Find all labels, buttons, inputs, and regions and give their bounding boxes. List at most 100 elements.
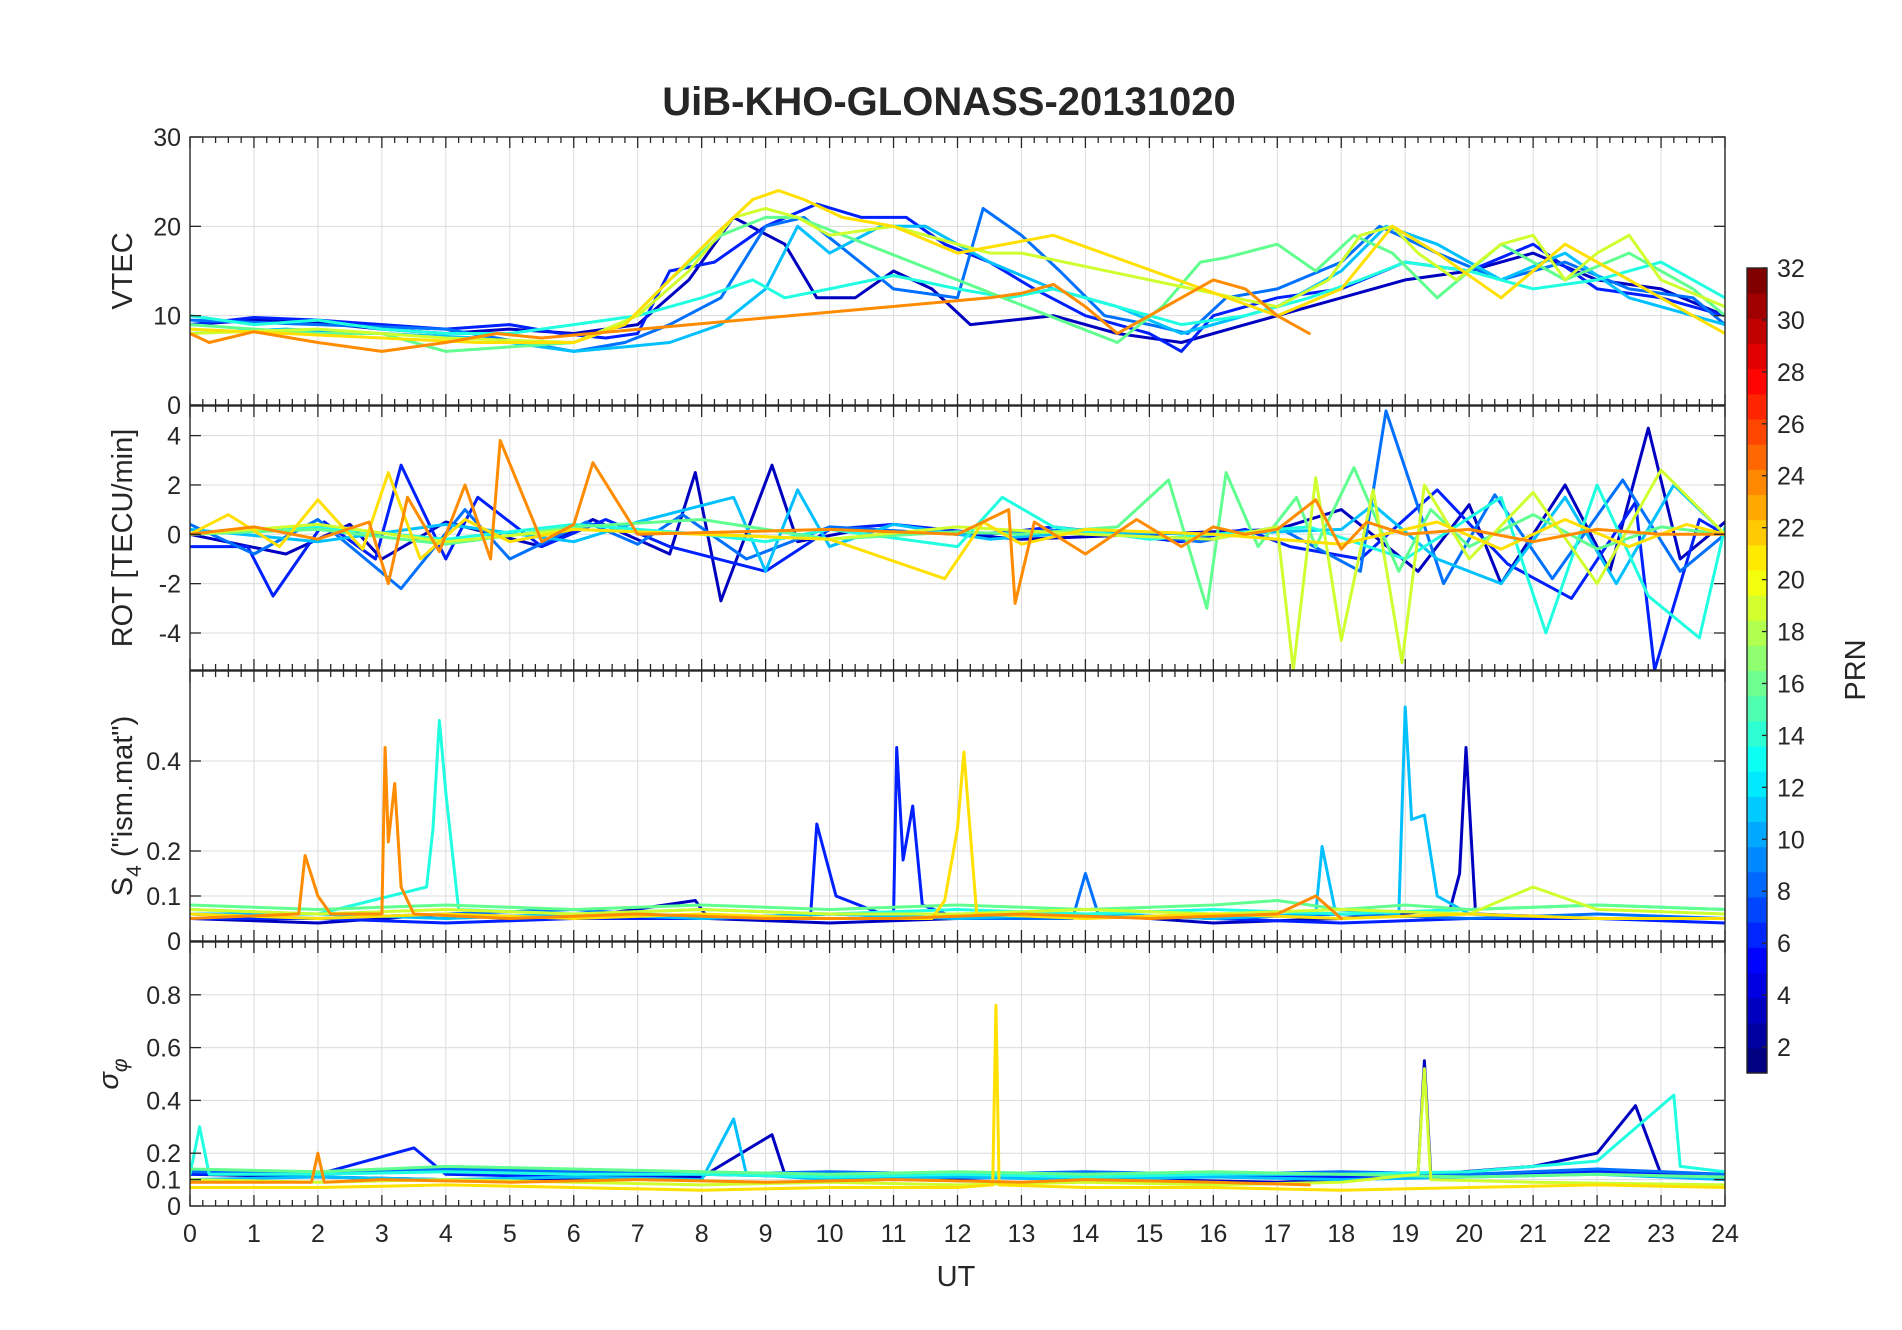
panel-vtec: 0 10 20 30 VTEC	[107, 124, 1726, 420]
series-line-prn-13	[190, 1093, 1725, 1179]
colorbar-segment	[1747, 368, 1767, 395]
colorbar-segment	[1747, 620, 1767, 646]
y-tick-label: 0.1	[146, 883, 181, 911]
x-tick-label: 12	[944, 1220, 972, 1248]
colorbar-segment	[1747, 544, 1767, 571]
y-axis-label: ROT [TECU/min]	[107, 429, 139, 648]
x-tick-label: 9	[759, 1220, 773, 1248]
series-line-prn-24	[190, 746, 1343, 920]
series-line-prn-13	[190, 260, 1725, 335]
colorbar-tick-label: 22	[1777, 515, 1805, 543]
colorbar-segment	[1747, 846, 1767, 873]
y-tick-label: 20	[153, 213, 181, 241]
y-axis-label: S4 ("ism.mat")	[107, 716, 146, 897]
colorbar-tick-label: 14	[1777, 722, 1805, 750]
colorbar-segment	[1747, 997, 1767, 1024]
y-tick-label: 0.4	[146, 1087, 181, 1115]
colorbar-tick-label: 18	[1777, 619, 1805, 647]
colorbar-segment	[1747, 972, 1767, 999]
x-tick-label: 20	[1455, 1220, 1483, 1248]
y-tick-label: 0	[167, 928, 181, 956]
colorbar-segment	[1747, 695, 1767, 722]
x-tick-label: 18	[1327, 1220, 1355, 1248]
colorbar-tick-label: 16	[1777, 670, 1805, 698]
x-tick-label: 8	[695, 1220, 709, 1248]
colorbar-segment	[1747, 645, 1767, 672]
colorbar-segment	[1747, 343, 1767, 370]
colorbar-segment	[1747, 595, 1767, 621]
colorbar-segment	[1747, 469, 1767, 496]
colorbar-tick-label: 6	[1777, 930, 1791, 958]
y-tick-label: 0.2	[146, 838, 181, 866]
y-tick-label: 0.6	[146, 1035, 181, 1063]
colorbar-tick-label: 12	[1777, 774, 1805, 802]
series-line-prn-19	[190, 207, 1725, 344]
x-tick-label: 13	[1008, 1220, 1036, 1248]
panel-sigma-phi: 00.10.2 0.4 0.6 0.8 σφ	[93, 941, 1726, 1221]
colorbar-tick-label: 10	[1777, 826, 1805, 854]
y-tick-label: 30	[153, 124, 181, 152]
colorbar-tick-label: 32	[1777, 255, 1805, 283]
panel-s4: 0 0.1 0.2 0.4S4 ("ism.mat")	[107, 670, 1726, 956]
colorbar-segment	[1747, 519, 1767, 546]
y-axis-label: VTEC	[107, 232, 139, 309]
series-line-prn-11	[190, 483, 1725, 586]
series-group	[190, 705, 1725, 925]
colorbar-segment	[1747, 896, 1767, 923]
x-tick-label: 14	[1072, 1220, 1100, 1248]
x-tick-label: 10	[816, 1220, 844, 1248]
colorbar-segment	[1747, 268, 1767, 294]
x-tick-label: 22	[1583, 1220, 1611, 1248]
series-group	[190, 1003, 1725, 1192]
y-axis-label: σφ	[93, 1058, 132, 1090]
colorbar-segment	[1747, 796, 1767, 823]
x-tick-label: 2	[311, 1220, 325, 1248]
x-tick-label: 19	[1391, 1220, 1419, 1248]
x-tick-label: 21	[1519, 1220, 1547, 1248]
colorbar-segment	[1747, 1022, 1767, 1049]
y-tick-label: 0.1	[146, 1167, 181, 1195]
x-tick-labels: 0 1 2 3 4 5 6 7 8 9 10 11 12 13 14 15 16 17 18 19 20 21 22 23 24	[183, 1220, 1739, 1248]
colorbar-segment	[1747, 318, 1767, 345]
series-line-prn-19	[190, 885, 1725, 916]
y-tick-label: -4	[159, 620, 181, 648]
colorbar-segment	[1747, 821, 1767, 848]
series-line-prn-24	[190, 1151, 1311, 1187]
colorbar-segment	[1747, 771, 1767, 797]
colorbar-tick-label: 28	[1777, 359, 1805, 387]
colorbar-segment	[1747, 494, 1767, 521]
y-tick-label: 0.2	[146, 1140, 181, 1168]
colorbar-segment	[1747, 670, 1767, 697]
y-tick-label: 0.8	[146, 982, 181, 1010]
x-tick-label: 17	[1263, 1220, 1291, 1248]
x-tick-label: 15	[1135, 1220, 1163, 1248]
colorbar-frame	[1746, 267, 1768, 1074]
y-tick-label: 0	[167, 392, 181, 420]
x-tick-label: 4	[439, 1220, 453, 1248]
colorbar-segment	[1747, 871, 1767, 898]
colorbar-tick-label: 24	[1777, 463, 1805, 491]
colorbar-segment	[1747, 293, 1767, 319]
colorbar-tick-label: 30	[1777, 307, 1805, 335]
series-line-prn-24	[190, 278, 1311, 353]
colorbar-tick-label: 2	[1777, 1034, 1791, 1062]
x-tick-label: 3	[375, 1220, 389, 1248]
colorbar-segment	[1747, 569, 1767, 596]
y-tick-label: 4	[167, 423, 181, 451]
colorbar-segment	[1747, 947, 1767, 973]
y-tick-label: 0	[167, 521, 181, 549]
colorbar-segment	[1747, 1047, 1767, 1074]
colorbar-segment	[1747, 720, 1767, 747]
x-tick-label: 16	[1199, 1220, 1227, 1248]
y-tick-label: 0.4	[146, 748, 181, 776]
x-tick-label: 24	[1711, 1220, 1739, 1248]
y-tick-label: 2	[167, 472, 181, 500]
series-group	[190, 189, 1725, 353]
y-tick-label: -2	[159, 571, 181, 599]
y-tick-label: 0	[167, 1193, 181, 1221]
x-axis-label: UT	[937, 1261, 976, 1293]
x-tick-label: 0	[183, 1220, 197, 1248]
x-tick-label: 1	[247, 1220, 261, 1248]
colorbar-segment	[1747, 418, 1767, 445]
